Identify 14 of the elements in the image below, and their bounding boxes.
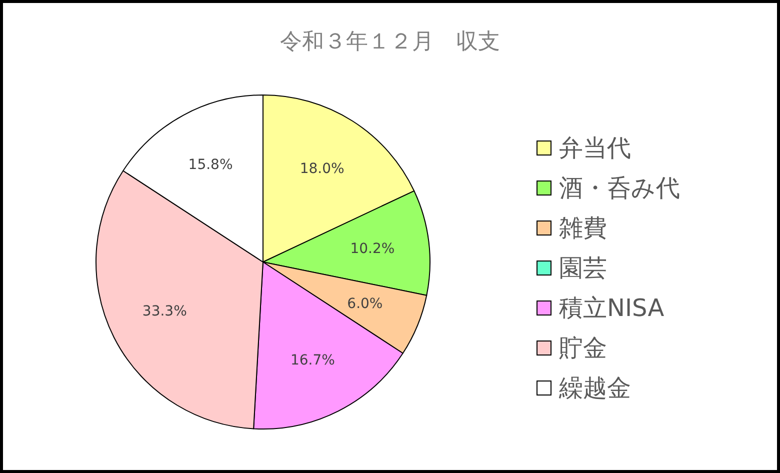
data-label: 16.7%: [290, 352, 335, 368]
data-label: 6.0%: [347, 296, 383, 312]
data-label: 33.3%: [142, 304, 187, 320]
legend-label: 酒・呑み代: [559, 174, 680, 202]
data-label: 15.8%: [188, 157, 233, 174]
legend-label: 積立NISA: [559, 294, 665, 322]
legend-label: 弁当代: [559, 134, 631, 162]
legend-label: 貯金: [559, 334, 607, 362]
legend-label: 繰越金: [558, 374, 631, 402]
legend-label: 園芸: [559, 254, 607, 282]
chart-title: 令和３年１２月 収支: [280, 30, 500, 54]
data-label: 18.0%: [300, 160, 344, 177]
data-label: 10.2%: [350, 240, 395, 257]
legend-label: 雑費: [559, 214, 607, 242]
